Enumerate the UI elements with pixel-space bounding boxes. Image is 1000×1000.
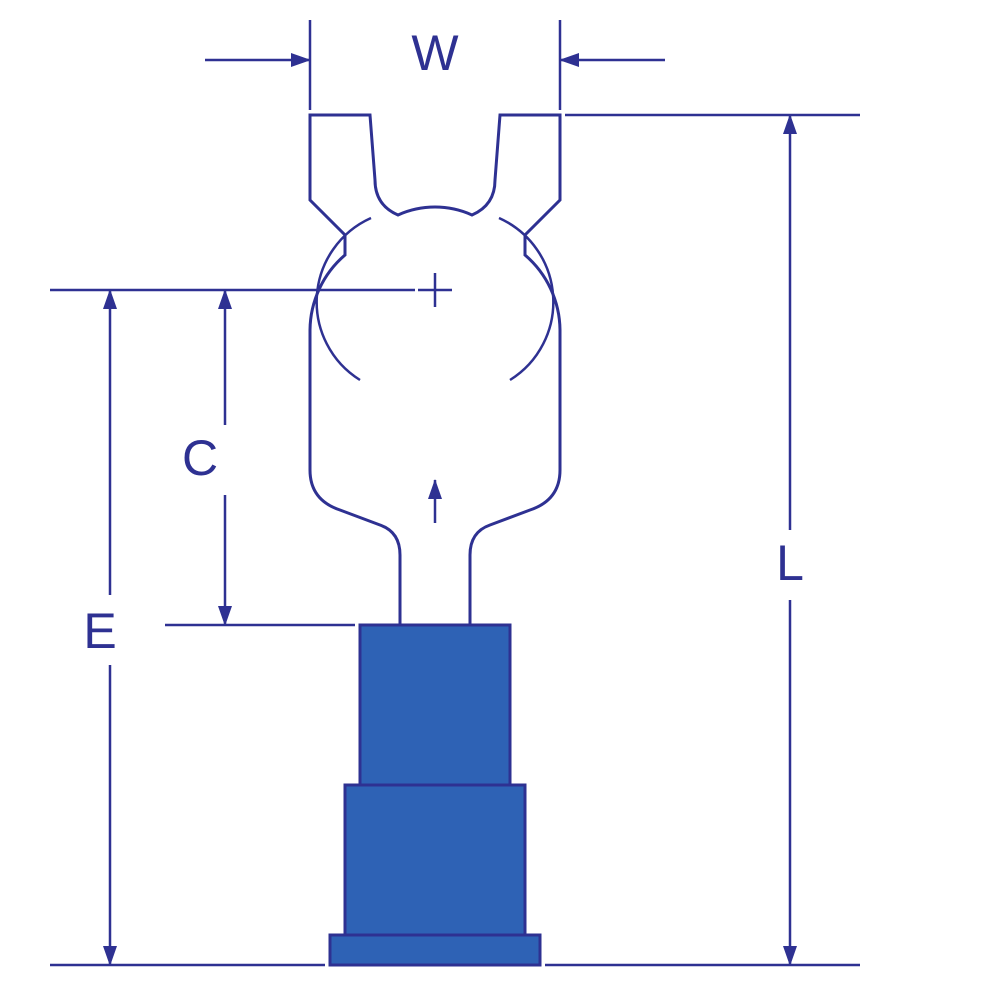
label-c: C xyxy=(182,430,218,486)
terminal-diagram: W L C E xyxy=(0,0,1000,1000)
label-w: W xyxy=(411,25,459,81)
dimension-e: E xyxy=(50,290,325,965)
label-e: E xyxy=(83,603,116,659)
label-l: L xyxy=(776,535,804,591)
center-mark xyxy=(418,273,452,307)
dimension-w: W xyxy=(205,20,665,110)
dimension-l: L xyxy=(545,115,860,965)
dimension-c: C xyxy=(50,290,415,625)
barrel xyxy=(330,625,540,965)
